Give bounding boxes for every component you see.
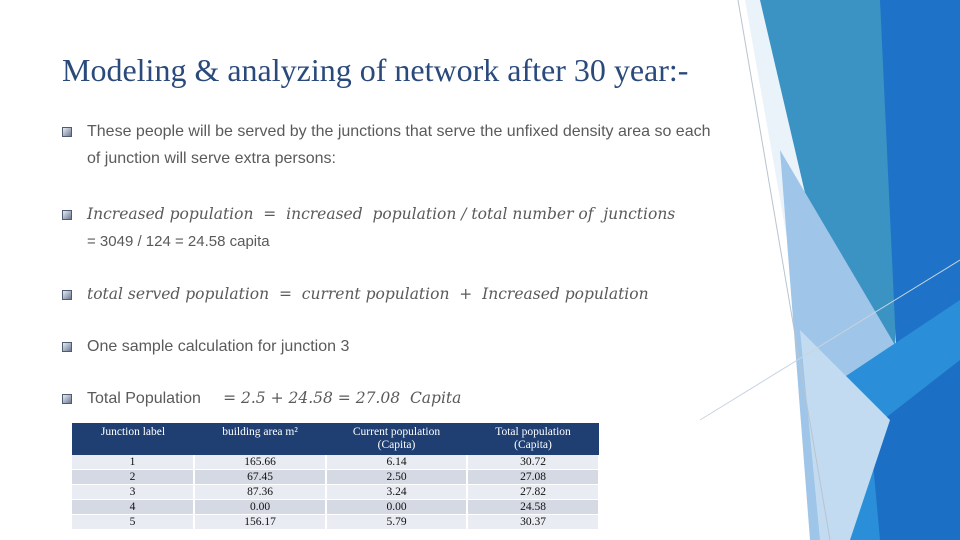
deco-shape	[760, 0, 905, 345]
table-cell: 3	[72, 484, 195, 500]
bullet-marker	[62, 210, 72, 220]
table-row: 1 165.66 6.14 30.72	[72, 455, 600, 470]
header-cell: Total population (Capita)	[467, 423, 599, 455]
table-cell: 87.36	[194, 484, 327, 500]
table-cell: 6.14	[326, 455, 468, 470]
table-cell: 30.72	[467, 455, 600, 470]
formula: = 2.5 + 24.58 = 27.08 Capita	[223, 389, 462, 407]
table-row: 3 87.36 3.24 27.82	[72, 484, 600, 500]
header-text: Total population	[495, 426, 571, 438]
header-text: building area m²	[222, 426, 298, 438]
deco-line	[699, 259, 960, 421]
formula: Increased population = increased populat…	[87, 205, 676, 223]
formula-result: = 3049 / 124 = 24.58 capita	[87, 233, 270, 250]
header-cell: building area m²	[194, 423, 326, 455]
data-table: Junction label building area m² Current po…	[72, 423, 600, 530]
bullet-label: These people will be served by the junct…	[87, 123, 711, 167]
header-cell: Current population (Capita)	[326, 423, 467, 455]
header-text: Current population	[352, 426, 441, 438]
table-cell: 27.82	[467, 484, 600, 500]
deco-shape	[800, 330, 890, 540]
bullet-text: Increased population = increased populat…	[87, 201, 727, 228]
bullet-text: These people will be served by the junct…	[87, 118, 727, 172]
table-cell: 5.79	[326, 514, 468, 530]
formula: total served population = current popula…	[87, 285, 649, 303]
deco-line	[737, 0, 831, 540]
header-text: (Capita)	[377, 439, 416, 451]
table-cell: 156.17	[194, 514, 327, 530]
header-text: (Capita)	[514, 439, 552, 451]
table-cell: 67.45	[194, 469, 327, 485]
table-cell: 2	[72, 469, 195, 485]
table-cell: 2.50	[326, 469, 468, 485]
table-cell: 24.58	[467, 499, 600, 515]
table-cell: 30.37	[467, 514, 600, 530]
deco-shape	[870, 360, 960, 540]
bullet-text: total served population = current popula…	[87, 281, 727, 308]
table-cell: 5	[72, 514, 195, 530]
table-cell: 3.24	[326, 484, 468, 500]
table-cell: 165.66	[194, 455, 327, 470]
header-row: Junction label building area m² Current po…	[72, 423, 599, 455]
bullet-marker	[62, 290, 72, 300]
table-cell: 1	[72, 455, 195, 470]
slide-title: Modeling & analyzing of network after 30…	[62, 52, 689, 88]
table-cell: 0.00	[194, 499, 327, 515]
table-cell: 27.08	[467, 469, 600, 485]
header-cell: Junction label	[72, 423, 194, 455]
bullet-label: One sample calculation for junction 3	[87, 338, 350, 355]
bullet-text: One sample calculation for junction 3	[87, 333, 727, 360]
bullet-text: Total Population = 2.5 + 24.58 = 27.08 C…	[87, 385, 727, 412]
bullet-marker	[62, 127, 72, 137]
table-row: 4 0.00 0.00 24.58	[72, 499, 600, 515]
table-cell: 0.00	[326, 499, 468, 515]
header-text: Junction label	[100, 426, 166, 438]
bullet-marker	[62, 394, 72, 404]
bullet-marker	[62, 342, 72, 352]
bullet-label: Total Population	[87, 390, 201, 407]
table-row: 5 156.17 5.79 30.37	[72, 514, 600, 530]
table-row: 2 67.45 2.50 27.08	[72, 469, 600, 485]
table-cell: 4	[72, 499, 195, 515]
